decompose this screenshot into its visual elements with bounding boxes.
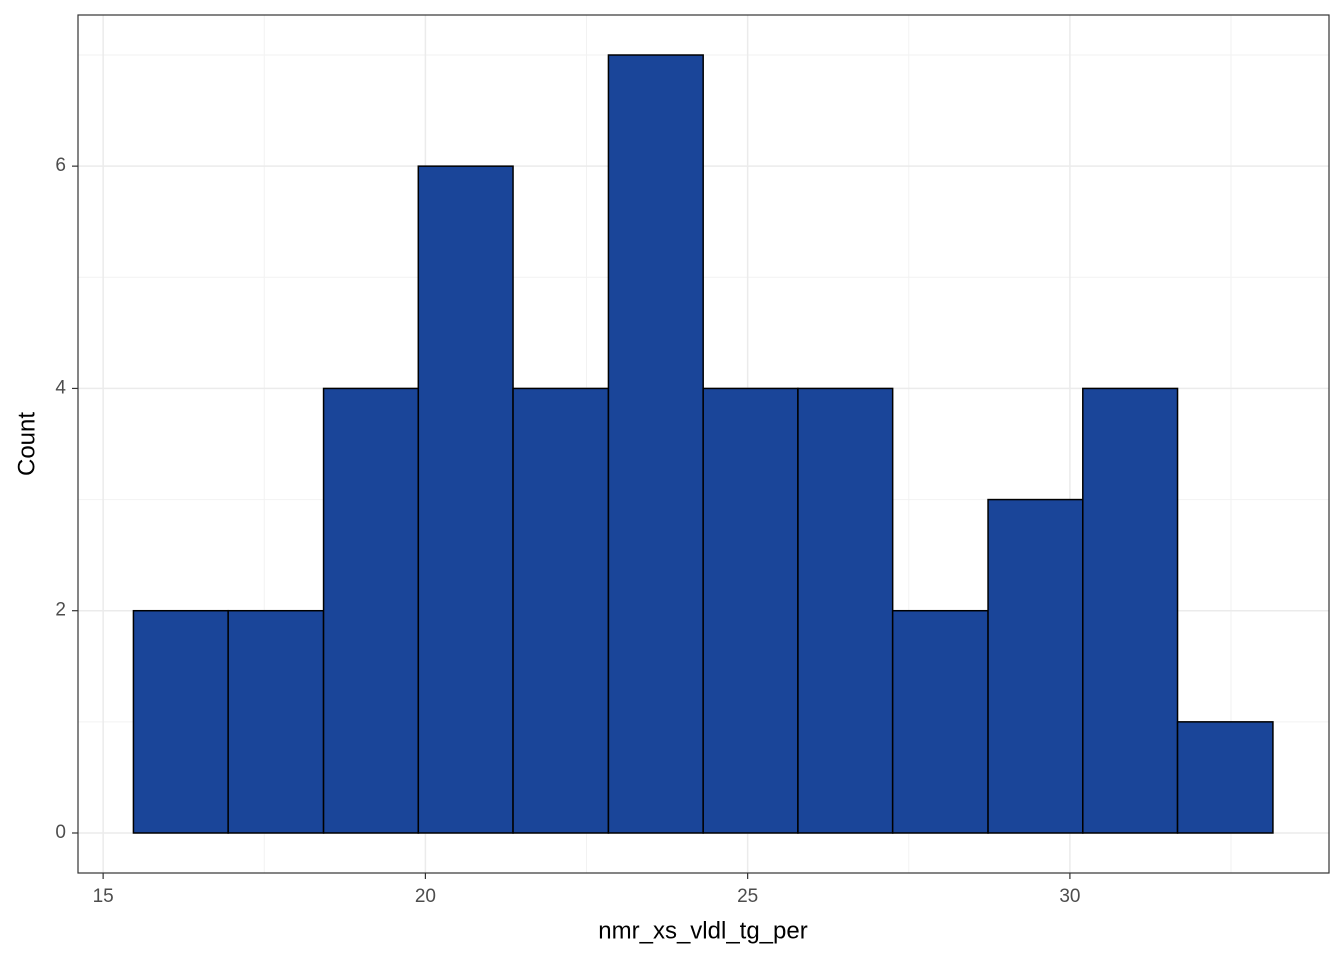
bar bbox=[702, 387, 799, 834]
y-tick-label: 0 bbox=[55, 822, 66, 843]
bar bbox=[322, 387, 420, 834]
bar bbox=[417, 165, 514, 834]
x-tick-label: 30 bbox=[1059, 886, 1080, 907]
y-axis-title: Count bbox=[13, 412, 40, 476]
y-tick-label: 4 bbox=[55, 377, 66, 398]
x-axis-title: nmr_xs_vldl_tg_per bbox=[598, 917, 807, 944]
bar bbox=[1176, 721, 1274, 834]
bar bbox=[1082, 387, 1179, 834]
bar bbox=[797, 387, 894, 834]
y-tick-label: 6 bbox=[55, 155, 66, 176]
bar bbox=[132, 609, 229, 834]
x-tick-label: 20 bbox=[415, 886, 436, 907]
panel-border bbox=[77, 14, 1330, 874]
bar bbox=[607, 54, 704, 834]
x-tick-label: 15 bbox=[93, 886, 114, 907]
bar bbox=[227, 609, 325, 834]
bar bbox=[987, 498, 1084, 834]
x-tick-label: 25 bbox=[737, 886, 758, 907]
bar bbox=[512, 387, 610, 834]
y-tick-label: 2 bbox=[55, 600, 66, 621]
bar bbox=[891, 609, 989, 834]
